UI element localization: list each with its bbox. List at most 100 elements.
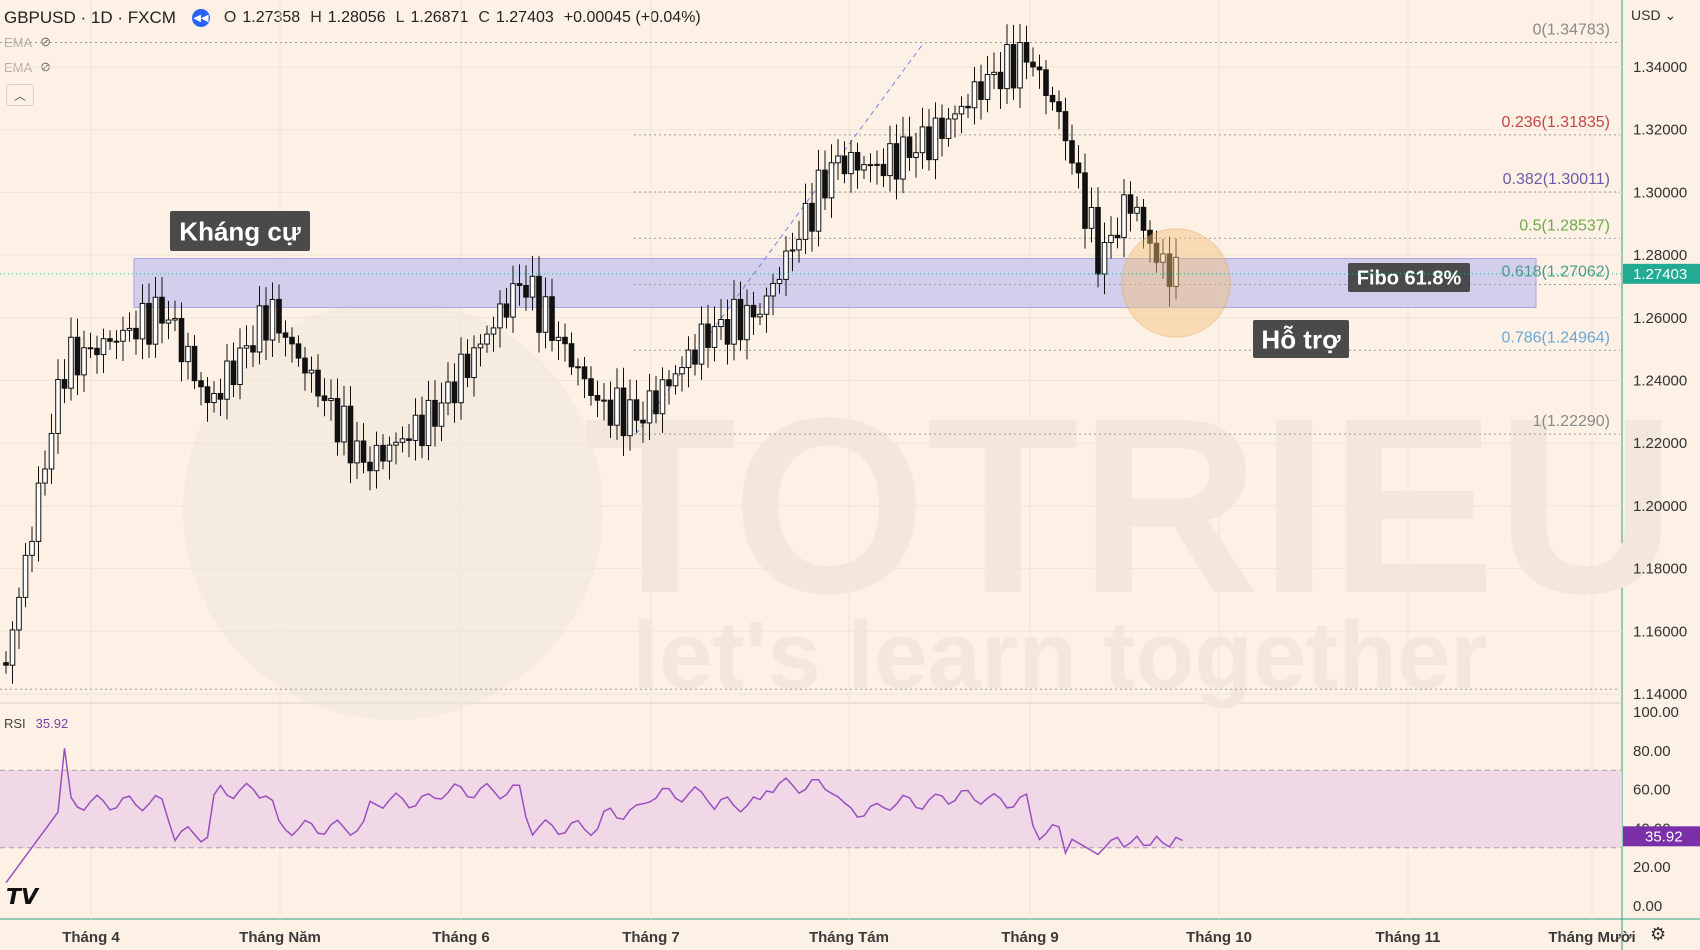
candle-body — [822, 169, 828, 199]
candle-body — [1121, 194, 1127, 239]
resistance-label: Kháng cự — [179, 216, 301, 246]
close-value: 1.27403 — [495, 9, 554, 26]
last-price-tag — [1623, 263, 1700, 284]
symbol-title[interactable]: GBPUSD · 1D · FXCM — [4, 8, 176, 27]
candle-body — [900, 136, 906, 180]
candle-body — [542, 296, 549, 333]
candle-body — [809, 202, 815, 232]
candle-body — [451, 381, 458, 404]
rsi-band — [0, 770, 1622, 848]
candle-body — [406, 438, 412, 441]
candle-body — [1147, 229, 1153, 244]
candle-body — [861, 164, 867, 171]
candle-body — [1056, 101, 1062, 113]
candle-body — [757, 313, 763, 318]
candle-body — [978, 81, 984, 100]
candle-body — [750, 304, 757, 318]
candle-body — [55, 378, 61, 434]
candle-body — [419, 414, 425, 447]
fib-level-label: 0(1.34783) — [1533, 21, 1610, 38]
candle-body — [217, 392, 224, 400]
candle-body — [302, 357, 308, 374]
ohlc-header: GBPUSD · 1D · FXCM ◀◀ O 1.27358 H 1.28056 … — [4, 8, 705, 28]
candle-body — [74, 336, 81, 376]
rsi-label: RSI — [4, 716, 26, 731]
candle-body — [22, 554, 29, 598]
time-tick-label: Tháng 10 — [1186, 929, 1252, 946]
candle-body — [334, 398, 341, 443]
collapse-legend-button[interactable]: ︿ — [6, 84, 34, 106]
candle-body — [204, 386, 211, 404]
fibo-label-box — [1348, 263, 1470, 292]
candle-body — [614, 387, 620, 426]
candle-body — [126, 327, 133, 331]
candle-body — [471, 347, 477, 379]
candle-body — [165, 319, 172, 324]
candle-body — [926, 126, 932, 161]
candle-body — [321, 395, 328, 401]
candle-body — [256, 305, 263, 353]
candle-body — [42, 468, 48, 484]
hidden-eye-icon[interactable]: ⊘ — [40, 34, 52, 49]
candle-body — [185, 345, 191, 363]
candle-body — [1134, 206, 1140, 214]
candle-body — [1069, 140, 1075, 164]
candle-body — [328, 398, 334, 401]
candle-body — [61, 378, 68, 389]
time-tick-label: Tháng 4 — [62, 929, 120, 946]
price-tick-label: 1.24000 — [1633, 373, 1687, 390]
candle-body — [1062, 111, 1069, 142]
candle-body — [991, 71, 997, 76]
candle-body — [295, 343, 302, 359]
currency-label: USD — [1631, 7, 1661, 23]
candle-body — [35, 482, 42, 542]
candle-body — [971, 81, 978, 109]
candle-body — [536, 275, 542, 333]
candle-body — [458, 353, 464, 404]
candle-body — [906, 136, 913, 158]
candle-body — [854, 151, 861, 171]
time-tick-label: Tháng 7 — [622, 929, 680, 946]
support-label: Hỗ trợ — [1261, 324, 1341, 354]
candle-body — [549, 296, 555, 341]
candle-body — [354, 440, 360, 464]
candle-body — [1010, 44, 1017, 89]
candle-body — [581, 366, 588, 380]
candle-body — [932, 117, 939, 161]
candle-body — [848, 151, 854, 175]
ema-label-1: EMA — [4, 34, 33, 50]
currency-selector[interactable]: USD ⌄ — [1631, 7, 1677, 23]
time-tick-label: Tháng 6 — [432, 929, 490, 946]
candle-body — [178, 318, 185, 363]
candle-body — [94, 347, 100, 356]
candle-body — [360, 440, 367, 463]
candle-body — [568, 343, 575, 368]
ema-indicator-1[interactable]: EMA ⊘ — [4, 34, 51, 50]
candle-body — [984, 74, 991, 100]
candle-body — [653, 390, 659, 415]
rsi-tick-label: 60.00 — [1633, 782, 1671, 799]
candle-body — [640, 419, 646, 424]
replay-icon[interactable]: ◀◀ — [191, 9, 210, 27]
candle-body — [250, 345, 256, 353]
close-label: C — [478, 9, 490, 26]
gear-icon[interactable]: ⚙ — [1650, 924, 1667, 944]
price-tick-label: 1.14000 — [1633, 686, 1687, 703]
candle-body — [523, 284, 529, 298]
candle-body — [828, 162, 835, 199]
candle-body — [952, 113, 958, 120]
candle-body — [276, 298, 282, 334]
candle-body — [633, 399, 640, 421]
candle-body — [120, 329, 126, 342]
price-tick-label: 1.34000 — [1633, 59, 1687, 76]
candle-body — [705, 323, 711, 348]
candle-body — [425, 399, 432, 447]
candle-body — [731, 298, 737, 345]
candle-body — [1095, 206, 1101, 275]
candle-body — [575, 366, 581, 369]
candle-body — [237, 347, 243, 386]
candle-body — [679, 367, 685, 375]
candle-body — [594, 394, 601, 401]
low-label: L — [395, 9, 405, 26]
